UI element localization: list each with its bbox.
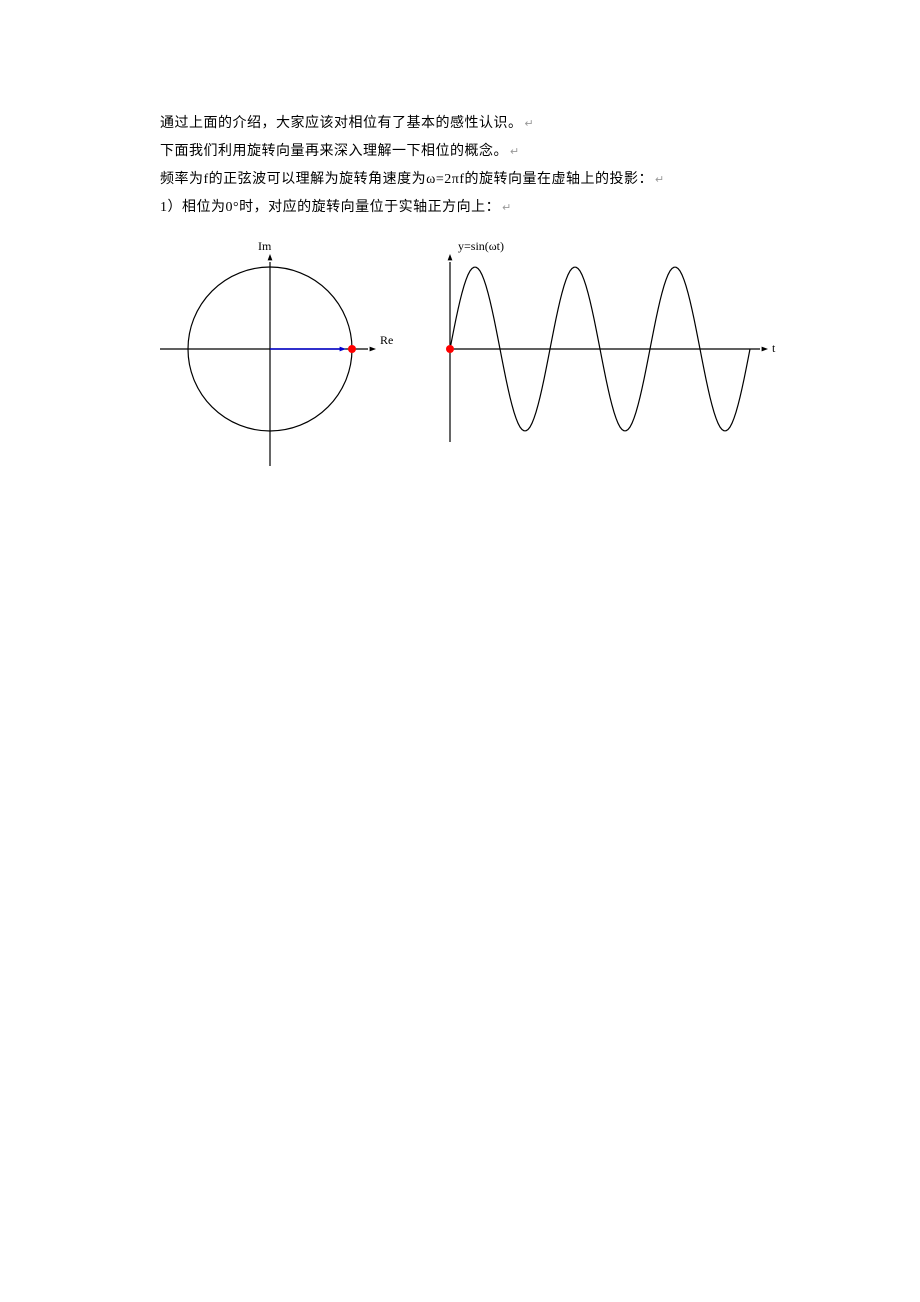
phase-diagram-svg: Im Re y=sin(ωt) t [150,236,790,496]
paragraph-3: 频率为f的正弦波可以理解为旋转角速度为ω=2πf的旋转向量在虚轴上的投影：↵ [160,166,790,194]
document-page: 通过上面的介绍，大家应该对相位有了基本的感性认识。↵ 下面我们利用旋转向量再来深… [0,0,920,496]
text-line: 通过上面的介绍，大家应该对相位有了基本的感性认识。 [160,116,523,131]
phase-diagram: Im Re y=sin(ωt) t [150,236,790,496]
text-line: 下面我们利用旋转向量再来深入理解一下相位的概念。 [160,144,508,159]
paragraph-2: 下面我们利用旋转向量再来深入理解一下相位的概念。↵ [160,138,790,166]
paragraph-4: 1）相位为0°时，对应的旋转向量位于实轴正方向上：↵ [160,194,790,222]
svg-text:y=sin(ωt): y=sin(ωt) [458,239,504,253]
return-mark: ↵ [525,118,535,130]
return-mark: ↵ [502,202,512,214]
return-mark: ↵ [655,174,665,186]
paragraph-1: 通过上面的介绍，大家应该对相位有了基本的感性认识。↵ [160,110,790,138]
svg-text:Im: Im [258,239,272,253]
text-line: 频率为f的正弦波可以理解为旋转角速度为ω=2πf的旋转向量在虚轴上的投影： [160,172,653,187]
svg-text:t: t [772,341,776,355]
svg-text:Re: Re [380,333,393,347]
text-line: 1）相位为0°时，对应的旋转向量位于实轴正方向上： [160,200,500,215]
return-mark: ↵ [510,146,520,158]
